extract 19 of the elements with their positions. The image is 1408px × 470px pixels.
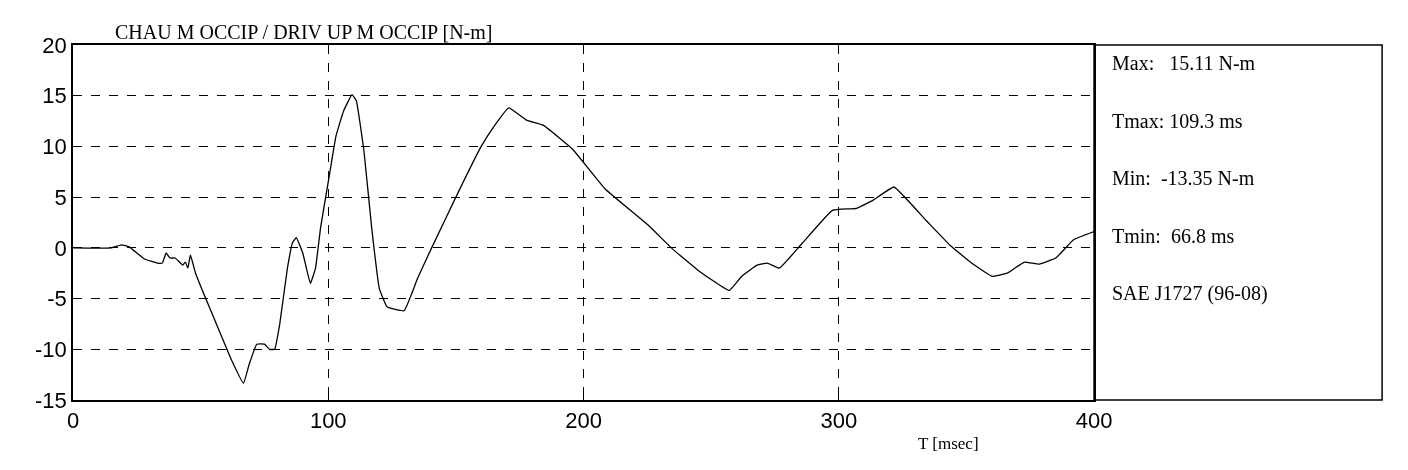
y-tick-label: -10 xyxy=(35,336,67,362)
x-tick-label: 400 xyxy=(1075,408,1113,434)
text: Tmax: 109.3 ms xyxy=(1112,110,1243,132)
text: Max: 15.11 N-m xyxy=(1112,52,1256,74)
y-tick-label: 20 xyxy=(42,32,67,58)
y-tick-label: 10 xyxy=(42,134,67,160)
x-tick-label: 300 xyxy=(820,408,858,434)
text: Min: -13.35 N-m xyxy=(1112,167,1255,189)
y-tick-label: 5 xyxy=(54,184,67,210)
y-tick-label: -15 xyxy=(35,387,67,413)
x-axis-title: T [msec] xyxy=(918,434,979,453)
y-tick-label: -5 xyxy=(47,286,67,312)
y-tick-label: 15 xyxy=(42,83,67,109)
text: Tmin: 66.8 ms xyxy=(1112,225,1235,247)
x-tick-label: 100 xyxy=(309,408,347,434)
chart-title: CHAU M OCCIP / DRIV UP M OCCIP [N-m] xyxy=(115,21,493,43)
text: SAE J1727 (96-08) xyxy=(1112,282,1268,305)
x-tick-label: 200 xyxy=(565,408,602,434)
y-tick-label: 0 xyxy=(54,235,67,261)
